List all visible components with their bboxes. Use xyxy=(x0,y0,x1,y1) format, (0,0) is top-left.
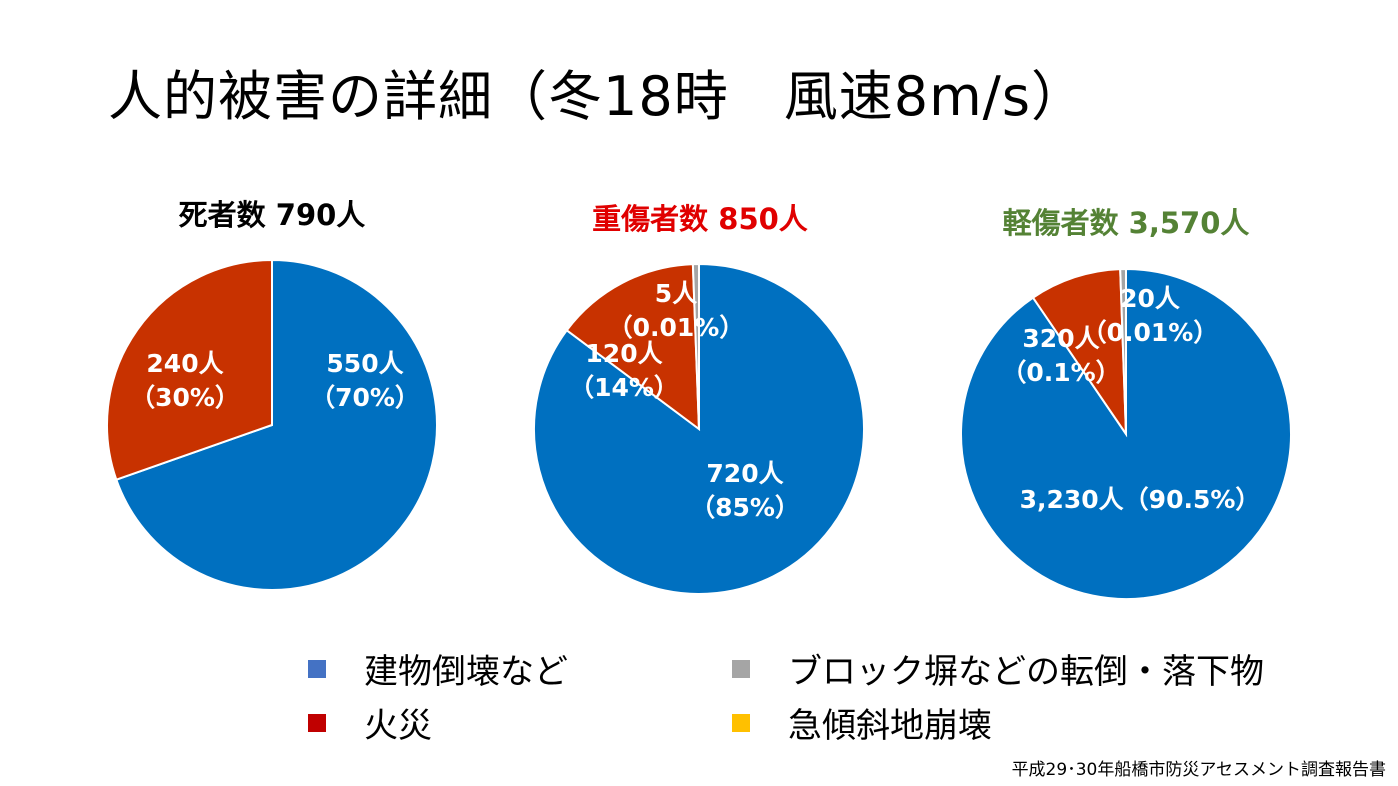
slice-label-building-collapse: 720人 xyxy=(706,459,783,488)
slice-percent-building-collapse: （70%） xyxy=(310,383,420,412)
slice-label-building-collapse: 3,230人（90.5%） xyxy=(1020,485,1261,514)
legend-item-steep-slope-collapse: 急傾斜地崩壊 xyxy=(732,698,992,747)
slice-label-block-wall: 20人 xyxy=(1120,284,1180,313)
source-note: 平成29･30年船橋市防災アセスメント調査報告書 xyxy=(1011,760,1386,780)
legend-item-fire: 火災 xyxy=(308,698,432,747)
pie-slice-block-wall xyxy=(691,262,700,430)
slice-percent-fire: （30%） xyxy=(130,383,240,412)
slice-label-fire: 320人 xyxy=(1022,324,1099,353)
slice-label-fire: 120人 xyxy=(585,339,662,368)
slice-percent-block-wall: （0.01%） xyxy=(608,313,745,342)
slice-percent-block-wall: （0.01%） xyxy=(1082,318,1219,347)
pie-slice-fire xyxy=(1031,268,1128,438)
legend-swatch xyxy=(732,659,750,678)
legend-label: 急傾斜地崩壊 xyxy=(788,706,992,746)
legend-label: ブロック塀などの転倒・落下物 xyxy=(788,652,1264,692)
slice-percent-fire: （14%） xyxy=(569,373,679,402)
legend-swatch xyxy=(732,713,750,732)
legend-swatch xyxy=(308,659,326,678)
slice-label-building-collapse: 550人 xyxy=(326,349,403,378)
legend-label: 火災 xyxy=(364,706,432,746)
page-title: 人的被害の詳細（冬18時 風速8m/s） xyxy=(108,65,1086,128)
chart-title-serious-injuries: 重傷者数 850人 xyxy=(592,202,808,236)
slice-label-block-wall: 5人 xyxy=(655,279,697,308)
slice-percent-building-collapse: （85%） xyxy=(690,493,800,522)
slice-percent-fire: （0.1%） xyxy=(1001,358,1120,387)
legend-item-building-collapse: 建物倒壊など xyxy=(308,644,568,693)
slice-label-fire: 240人 xyxy=(146,349,223,378)
pie-charts: 550人 （70%） 240人 （30%） 720人 （85%） 120人 （14%） 5人 （0… xyxy=(106,258,1292,600)
pie-slice-block-wall xyxy=(1119,267,1127,435)
pie-slice-building-collapse xyxy=(115,258,438,591)
pie-slice-fire xyxy=(106,258,273,481)
chart-title-deaths: 死者数 790人 xyxy=(178,198,366,232)
legend-swatch xyxy=(308,713,326,732)
legend-label: 建物倒壊など xyxy=(364,652,568,692)
legend-item-block-wall-falling: ブロック塀などの転倒・落下物 xyxy=(732,644,1264,693)
pie-slice-fire xyxy=(565,263,701,432)
chart-title-minor-injuries: 軽傷者数 3,570人 xyxy=(1002,206,1250,240)
